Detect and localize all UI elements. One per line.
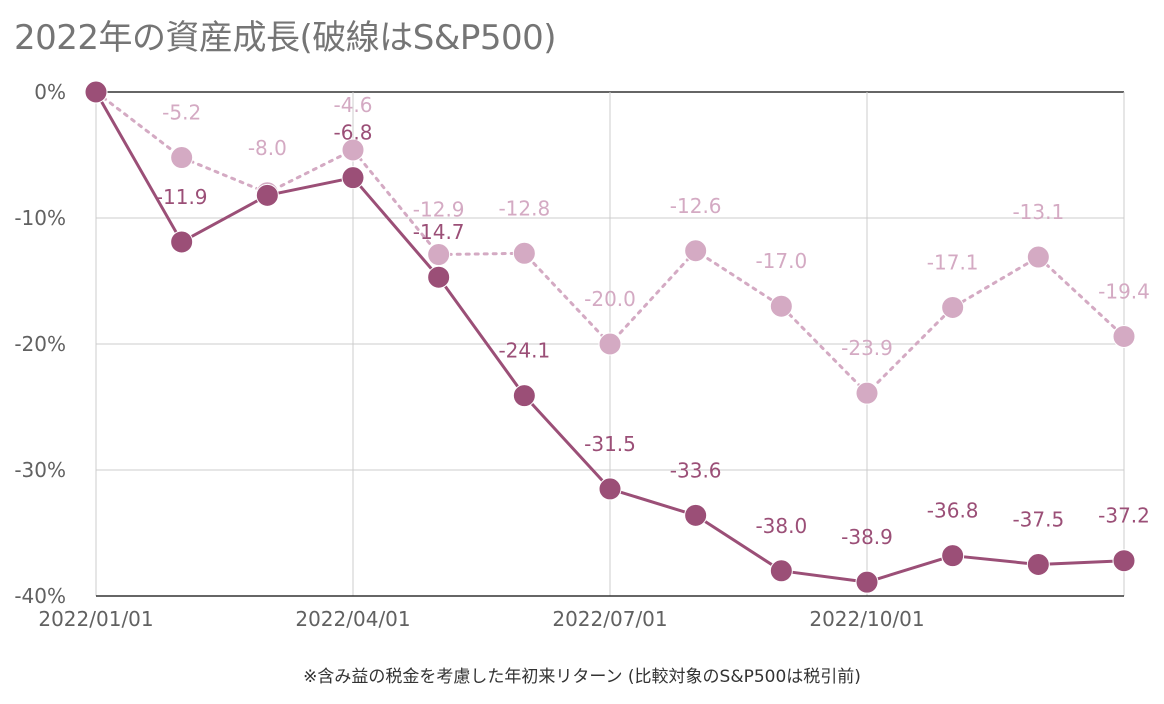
data-label-sp500: -12.9 [413,198,465,222]
data-point-portfolio [170,230,194,254]
data-point-portfolio [1026,553,1050,576]
y-tick-label: -40% [14,584,66,608]
data-label-portfolio: -31.5 [584,432,636,456]
data-label-sp500: -17.0 [755,249,807,273]
data-label-sp500: -23.9 [841,336,893,360]
data-label-sp500: -17.1 [927,250,979,274]
data-point-portfolio [684,503,708,527]
data-label-portfolio: -6.8 [333,121,372,145]
data-label-sp500: -12.8 [498,196,550,220]
data-label-portfolio: -36.8 [927,499,979,523]
data-label-sp500: -20.0 [584,287,636,311]
data-point-sp500 [769,294,793,318]
data-point-sp500 [941,295,965,319]
data-point-portfolio [769,559,793,583]
data-label-portfolio: -37.2 [1098,504,1150,528]
x-tick-label: 2022/04/01 [295,607,410,631]
x-tick-label: 2022/07/01 [552,607,667,631]
data-label-portfolio: -11.9 [156,185,208,209]
data-point-sp500 [855,381,879,405]
data-label-sp500: -5.2 [162,101,201,125]
data-point-portfolio [941,544,965,568]
data-point-sp500 [684,239,708,263]
y-tick-label: 0% [34,80,66,104]
data-label-sp500: -19.4 [1098,279,1150,303]
data-label-sp500: -13.1 [1012,200,1064,224]
data-point-portfolio [84,80,108,104]
data-point-sp500 [1112,324,1136,348]
data-label-portfolio: -37.5 [1012,508,1064,532]
data-point-portfolio [255,183,279,207]
y-tick-label: -20% [14,332,66,356]
y-tick-label: -10% [14,206,66,230]
chart-title: 2022年の資産成長(破線はS&P500) [14,18,557,58]
data-point-sp500 [1026,245,1050,269]
x-tick-label: 2022/10/01 [809,607,924,631]
data-label-portfolio: -33.6 [670,458,722,482]
data-point-sp500 [598,332,622,356]
data-point-portfolio [512,384,536,408]
data-point-portfolio [427,265,451,289]
data-label-portfolio: -24.1 [498,339,550,363]
data-point-portfolio [1112,549,1136,573]
data-point-sp500 [512,241,536,265]
data-label-sp500: -12.6 [670,194,722,218]
data-point-portfolio [855,570,879,594]
x-tick-label: 2022/01/01 [38,607,153,631]
data-label-sp500: -8.0 [248,136,287,160]
data-point-sp500 [427,243,451,267]
data-label-portfolio: -14.7 [413,220,465,244]
data-label-sp500: -4.6 [333,93,372,117]
data-label-portfolio: -38.9 [841,525,893,549]
chart-footnote: ※含み益の税金を考慮した年初来リターン (比較対象のS&P500は税引前) [303,667,861,687]
y-tick-label: -30% [14,458,66,482]
data-point-portfolio [341,166,365,190]
data-point-sp500 [341,138,365,162]
data-point-portfolio [598,477,622,501]
data-label-portfolio: -38.0 [755,514,807,538]
data-point-sp500 [170,146,194,170]
